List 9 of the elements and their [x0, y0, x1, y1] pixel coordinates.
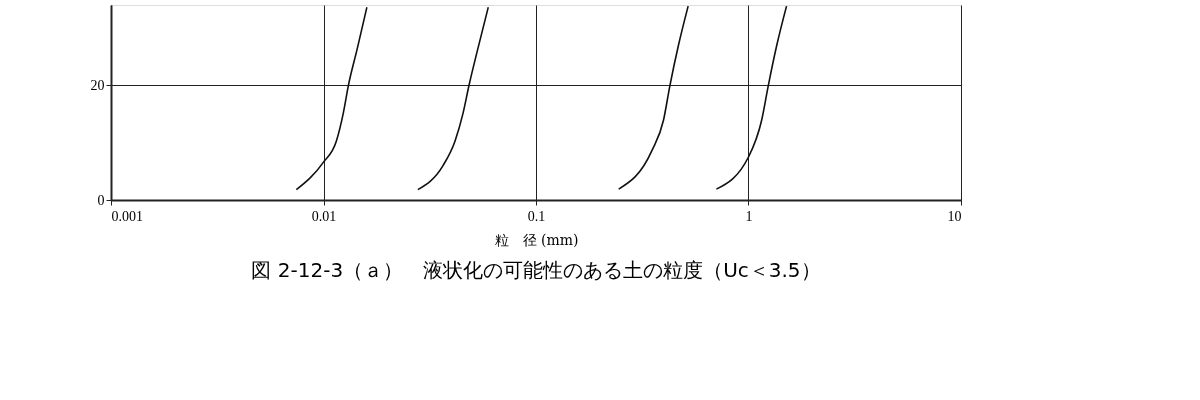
x-tick-label: 0.001	[111, 208, 143, 224]
x-tick-label: 0.1	[527, 208, 546, 224]
x-tick-label: 1	[745, 208, 753, 224]
y-tick-label: 0	[97, 192, 105, 208]
y-tick-label: 20	[90, 77, 105, 93]
text: 図 2-12-3（ａ） 液状化の可能性のある土の粒度（Uc＜3.5）	[251, 258, 821, 282]
x-tick-label: 10	[947, 208, 962, 224]
x-tick-label: 0.01	[311, 208, 337, 224]
x-axis-title: 粒 径 (mm)	[494, 231, 579, 248]
